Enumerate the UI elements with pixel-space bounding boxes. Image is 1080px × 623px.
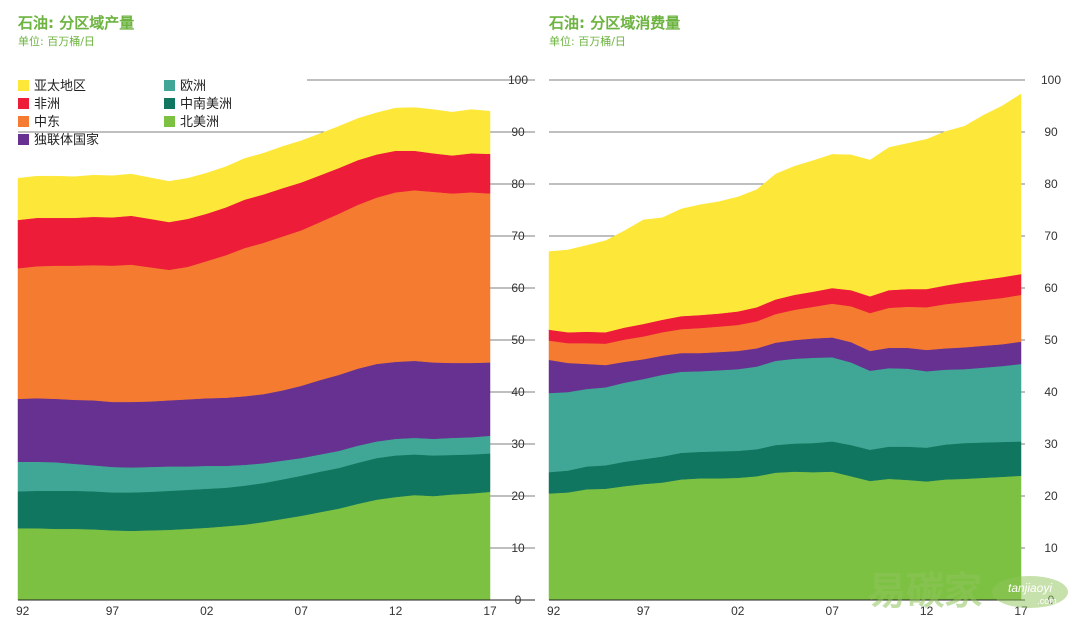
y-tick-label: 30 [1044, 437, 1058, 451]
legend-swatch [18, 116, 29, 127]
y-tick-label: 60 [1044, 281, 1058, 295]
legend-swatch [164, 116, 175, 127]
production-area-chart: 0 10 20 30 40 50 60 70 80 90 100 92 97 02 07 12 17 [16, 73, 535, 618]
legend-item-europe: 欧洲 [164, 79, 206, 95]
watermark-logo: 易碳家 tanjiaoyi .com [868, 571, 1068, 613]
legend-swatch [18, 134, 29, 145]
legend-label: 欧洲 [180, 79, 207, 94]
y-tick-label: 80 [1044, 177, 1058, 191]
y-tick-label: 80 [511, 177, 525, 191]
chart-unit: 单位: 百万桶/日 [549, 35, 626, 48]
x-tick-label: 02 [731, 604, 745, 618]
y-tick-label: 10 [511, 541, 525, 555]
area-asia-pacific [548, 93, 1022, 333]
legend-label: 亚太地区 [34, 79, 87, 94]
y-tick-label: 20 [1044, 489, 1058, 503]
x-tick-label: 92 [547, 604, 561, 618]
y-tick-label: 10 [1044, 541, 1058, 555]
watermark-text: 易碳家 [868, 571, 982, 613]
legend-item-cis: 独联体国家 [18, 133, 99, 149]
y-tick-label: 70 [511, 229, 525, 243]
legend-item-asia-pacific: 亚太地区 [18, 79, 86, 95]
y-tick-label: 40 [1044, 385, 1058, 399]
x-tick-label: 12 [389, 604, 403, 618]
y-tick-label: 30 [511, 437, 525, 451]
x-tick-label: 07 [826, 604, 840, 618]
y-tick-label: 100 [1041, 73, 1061, 87]
area-series-group [548, 93, 1022, 601]
y-tick-label: 60 [511, 281, 525, 295]
watermark-domain: .com [1037, 596, 1057, 606]
x-tick-label: 17 [483, 604, 497, 618]
y-tick-label: 90 [1044, 125, 1058, 139]
y-tick-label: 90 [511, 125, 525, 139]
x-tick-label: 12 [920, 604, 934, 618]
legend-swatch [164, 80, 175, 91]
x-tick-label: 97 [637, 604, 651, 618]
area-series-group [17, 107, 491, 601]
y-tick-label: 70 [1044, 229, 1058, 243]
y-axis: 0 10 20 30 40 50 60 70 80 90 100 [508, 73, 528, 607]
legend-item-north-america: 北美洲 [164, 115, 219, 131]
area-asia-pacific [17, 107, 491, 223]
legend-label: 中东 [34, 115, 61, 130]
legend-item-south-central-america: 中南美洲 [164, 97, 232, 113]
x-tick-label: 07 [295, 604, 309, 618]
y-tick-label: 20 [511, 489, 525, 503]
chart-unit: 单位: 百万桶/日 [18, 35, 95, 48]
legend-label: 北美洲 [180, 115, 220, 130]
chart-title: 石油: 分区域消费量 [549, 14, 681, 32]
x-tick-label: 92 [16, 604, 30, 618]
legend-swatch [18, 98, 29, 109]
x-tick-label: 02 [200, 604, 214, 618]
y-tick-label: 50 [1044, 333, 1058, 347]
y-tick-label: 40 [511, 385, 525, 399]
watermark-subtext: tanjiaoyi [1008, 581, 1052, 595]
y-tick-label: 0 [515, 593, 522, 607]
legend-label: 中南美洲 [180, 97, 233, 112]
legend-swatch [164, 98, 175, 109]
legend-label: 独联体国家 [34, 133, 100, 148]
chart-title: 石油: 分区域产量 [18, 14, 135, 32]
legend-swatch [18, 80, 29, 91]
legend-label: 非洲 [34, 97, 61, 112]
x-tick-label: 97 [106, 604, 120, 618]
legend-item-africa: 非洲 [18, 97, 60, 113]
x-axis: 92 97 02 07 12 17 [16, 604, 497, 618]
y-tick-label: 50 [511, 333, 525, 347]
legend-item-middle-east: 中东 [18, 115, 60, 131]
y-tick-label: 100 [508, 73, 528, 87]
